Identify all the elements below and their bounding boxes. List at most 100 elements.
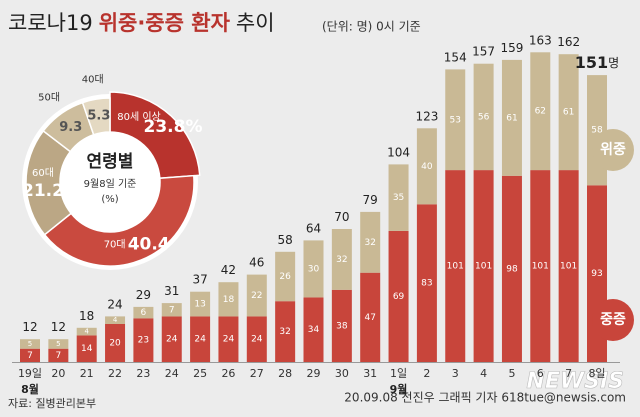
total-label: 159: [500, 40, 523, 54]
x-tick-label: 7: [565, 367, 572, 380]
bar-segment: [48, 348, 69, 362]
total-label: 157: [472, 44, 495, 58]
value-label: 58: [591, 126, 603, 136]
total-value: 159: [500, 40, 523, 54]
legend-label: 중증: [600, 312, 626, 328]
bar-segment: [388, 230, 409, 362]
donut-slice: [109, 91, 201, 180]
value-label: 69: [393, 292, 405, 302]
total-label: 29: [136, 287, 151, 301]
value-label: 101: [447, 262, 464, 272]
x-tick-label: 31: [363, 367, 377, 380]
x-tick-label: 24: [165, 367, 179, 380]
value-label: 5: [56, 340, 60, 348]
x-tick-label: 23: [136, 367, 150, 380]
bar-segment: [360, 211, 381, 273]
value-label: 7: [169, 305, 175, 315]
value-label: 23: [138, 336, 149, 346]
credit: 20.09.08 전진우 그래픽 기자 618tue@newsis.com: [344, 391, 626, 405]
bar-segment: [416, 204, 437, 362]
total-label: 37: [192, 272, 207, 286]
value-label: 14: [81, 344, 93, 354]
donut-unit: (%): [101, 194, 118, 205]
slice-value: 9.3: [59, 120, 82, 135]
x-tick-label: 29: [307, 367, 321, 380]
value-label: 7: [27, 351, 33, 361]
value-label: 34: [308, 325, 320, 335]
value-label: 93: [591, 269, 602, 279]
bar-segment: [275, 301, 296, 362]
bar-segment: [133, 318, 154, 362]
bar-segment: [473, 63, 494, 171]
value-label: 6: [141, 308, 147, 318]
total-value: 157: [472, 44, 495, 58]
x-tick-label: 21: [80, 367, 94, 380]
bar-segment: [161, 316, 182, 362]
total-value: 29: [136, 287, 151, 301]
bar-segment: [20, 348, 40, 362]
title-part: 위중·중증 환자: [99, 11, 231, 35]
bar-segment: [76, 335, 97, 362]
title-part: 코로나19: [8, 11, 93, 35]
value-label: 62: [535, 107, 546, 117]
slice-label: 60대: [32, 167, 54, 179]
total-value: 104: [387, 145, 410, 159]
logo: NEWSIS: [526, 369, 624, 394]
value-label: 13: [194, 300, 205, 310]
x-tick-label: 19일: [18, 366, 42, 380]
x-tick-label: 1일: [390, 366, 407, 380]
bar-segment: [445, 69, 466, 171]
bar-segment: [105, 316, 126, 324]
total-value: 31: [164, 284, 179, 298]
total-label: 58: [278, 232, 293, 246]
donut-subtitle: 9월8일 기준: [84, 178, 137, 190]
slice-value: 21.2: [22, 181, 64, 201]
value-label: 38: [336, 321, 348, 331]
total-value: 58: [278, 232, 293, 246]
total-label: 162: [557, 35, 580, 49]
bar-segment: [76, 327, 97, 336]
total-value: 151: [575, 53, 608, 72]
legend-label: 위중: [600, 142, 626, 158]
slice-value: 40.4: [128, 234, 170, 254]
donut-title: 연령별: [87, 151, 134, 172]
total-value: 123: [415, 109, 438, 123]
total-value: 70: [334, 210, 349, 224]
x-tick-label: 26: [221, 367, 235, 380]
x-tick-label: 5: [508, 367, 515, 380]
bar-segment: [303, 297, 324, 362]
bar-segment: [331, 229, 352, 290]
bar-segment: [20, 339, 40, 349]
slice-label: 50대: [38, 92, 60, 104]
total-value: 12: [51, 320, 66, 334]
x-tick-label: 3: [452, 367, 459, 380]
x-tick-label: 20: [51, 367, 65, 380]
total-label: 154: [444, 50, 467, 64]
bar-segment: [133, 306, 154, 319]
value-label: 56: [478, 112, 490, 122]
total-label: 18: [79, 308, 94, 322]
value-label: 32: [336, 255, 347, 265]
total-value: 162: [557, 35, 580, 49]
total-label: 64: [306, 221, 321, 235]
total-label: 31: [164, 284, 179, 298]
month-label: 9월: [390, 382, 408, 396]
legend-marker: [592, 129, 634, 171]
bar-segment: [360, 272, 381, 362]
total-value: 46: [249, 255, 264, 269]
bar-segment: [501, 59, 522, 176]
total-label: 42: [221, 263, 236, 277]
value-label: 61: [506, 113, 517, 123]
value-label: 32: [279, 327, 290, 337]
donut-slice: [81, 97, 111, 136]
value-label: 101: [560, 262, 577, 272]
total-label: 70: [334, 210, 349, 224]
total-value: 64: [306, 221, 321, 235]
value-label: 47: [364, 313, 375, 323]
total-label: 24: [107, 297, 122, 311]
x-tick-label: 30: [335, 367, 349, 380]
bar-segment: [558, 54, 579, 171]
value-label: 24: [251, 335, 263, 345]
slice-label: 80세 이상: [117, 111, 161, 123]
total-value: 79: [363, 192, 378, 206]
